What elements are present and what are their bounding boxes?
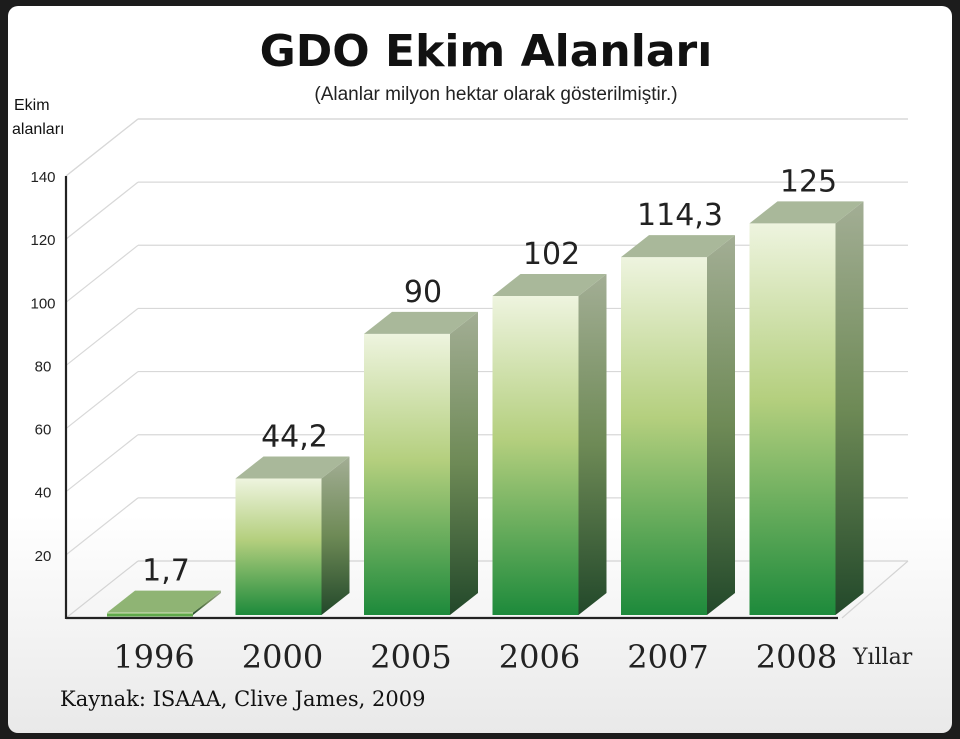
bar-front-2007 bbox=[621, 257, 707, 615]
bar-side-2006 bbox=[578, 273, 607, 615]
gridline-diag-100 bbox=[65, 244, 139, 303]
y-axis-label-line1: Ekim bbox=[14, 97, 50, 114]
gridline-diag-120 bbox=[65, 181, 139, 240]
x-tick-2005: 2005 bbox=[370, 638, 451, 676]
bar-top-2005 bbox=[364, 311, 478, 334]
bar-side-2000 bbox=[321, 456, 350, 615]
bars bbox=[107, 201, 864, 617]
bar-front-2008 bbox=[749, 223, 836, 615]
data-label-2005: 90 bbox=[404, 275, 442, 310]
bar-front-2000 bbox=[235, 478, 322, 615]
bar-side-2005 bbox=[450, 311, 478, 615]
gdo-bar-chart: 20 40 60 80 100 120 140 1996 2000 2005 2006 2007 20… bbox=[12, 26, 913, 711]
chart-title: GDO Ekim Alanları bbox=[260, 26, 713, 77]
gridline-diag-60 bbox=[65, 371, 139, 430]
data-label-2006: 102 bbox=[523, 237, 580, 272]
bar-1996 bbox=[107, 590, 221, 617]
x-tick-labels: 1996 2000 2005 2006 2007 2008 bbox=[113, 638, 837, 676]
chart-subtitle: (Alanlar milyon hektar olarak gösterilmi… bbox=[314, 84, 677, 105]
bar-2006 bbox=[492, 273, 607, 615]
bar-top-2007 bbox=[621, 235, 735, 258]
data-label-2000: 44,2 bbox=[261, 419, 328, 454]
x-tick-2007: 2007 bbox=[627, 638, 708, 676]
bar-2000 bbox=[235, 456, 350, 615]
chart-frame: 20 40 60 80 100 120 140 1996 2000 2005 2006 2007 20… bbox=[8, 6, 952, 733]
y-axis-label-line2: alanları bbox=[12, 121, 64, 138]
y-tick-100: 100 bbox=[30, 295, 55, 312]
bar-top-2006 bbox=[492, 273, 607, 296]
y-tick-80: 80 bbox=[35, 358, 52, 375]
y-tick-20: 20 bbox=[35, 548, 52, 565]
y-tick-120: 120 bbox=[30, 232, 55, 249]
x-tick-2008: 2008 bbox=[756, 638, 837, 676]
bar-side-2007 bbox=[707, 235, 735, 616]
bar-front-2006 bbox=[492, 295, 579, 615]
data-label-2007: 114,3 bbox=[637, 198, 723, 233]
bar-top-2000 bbox=[235, 456, 350, 479]
x-tick-2006: 2006 bbox=[499, 638, 580, 676]
gridline-diag-top bbox=[65, 118, 139, 177]
y-tick-40: 40 bbox=[35, 485, 52, 502]
bar-top-2008 bbox=[749, 201, 864, 224]
y-tick-labels: 20 40 60 80 100 120 140 bbox=[30, 169, 55, 565]
gridline-diag-80 bbox=[65, 307, 139, 366]
x-tick-1996: 1996 bbox=[113, 638, 194, 676]
x-tick-2000: 2000 bbox=[242, 638, 323, 676]
bar-side-1996 bbox=[193, 590, 221, 615]
y-tick-140: 140 bbox=[30, 169, 55, 186]
data-labels: 1,7 44,2 90 102 114,3 125 bbox=[142, 164, 837, 588]
gridline-diag-40 bbox=[65, 434, 139, 493]
y-tick-60: 60 bbox=[35, 422, 52, 439]
gridline-diag-20 bbox=[65, 497, 139, 556]
floor-right-edge bbox=[841, 560, 909, 619]
data-label-1996: 1,7 bbox=[142, 554, 190, 589]
source-note: Kaynak: ISAAA, Clive James, 2009 bbox=[60, 687, 425, 711]
bar-front-2005 bbox=[364, 333, 450, 615]
bar-2008 bbox=[749, 201, 864, 615]
bar-2005 bbox=[364, 311, 478, 615]
x-axis-label: Yıllar bbox=[852, 645, 913, 670]
bar-side-2008 bbox=[835, 201, 864, 615]
bar-2007 bbox=[621, 235, 735, 616]
bar-top-1996 bbox=[107, 590, 221, 613]
floor-left-edge bbox=[65, 560, 139, 619]
data-label-2008: 125 bbox=[780, 164, 837, 199]
